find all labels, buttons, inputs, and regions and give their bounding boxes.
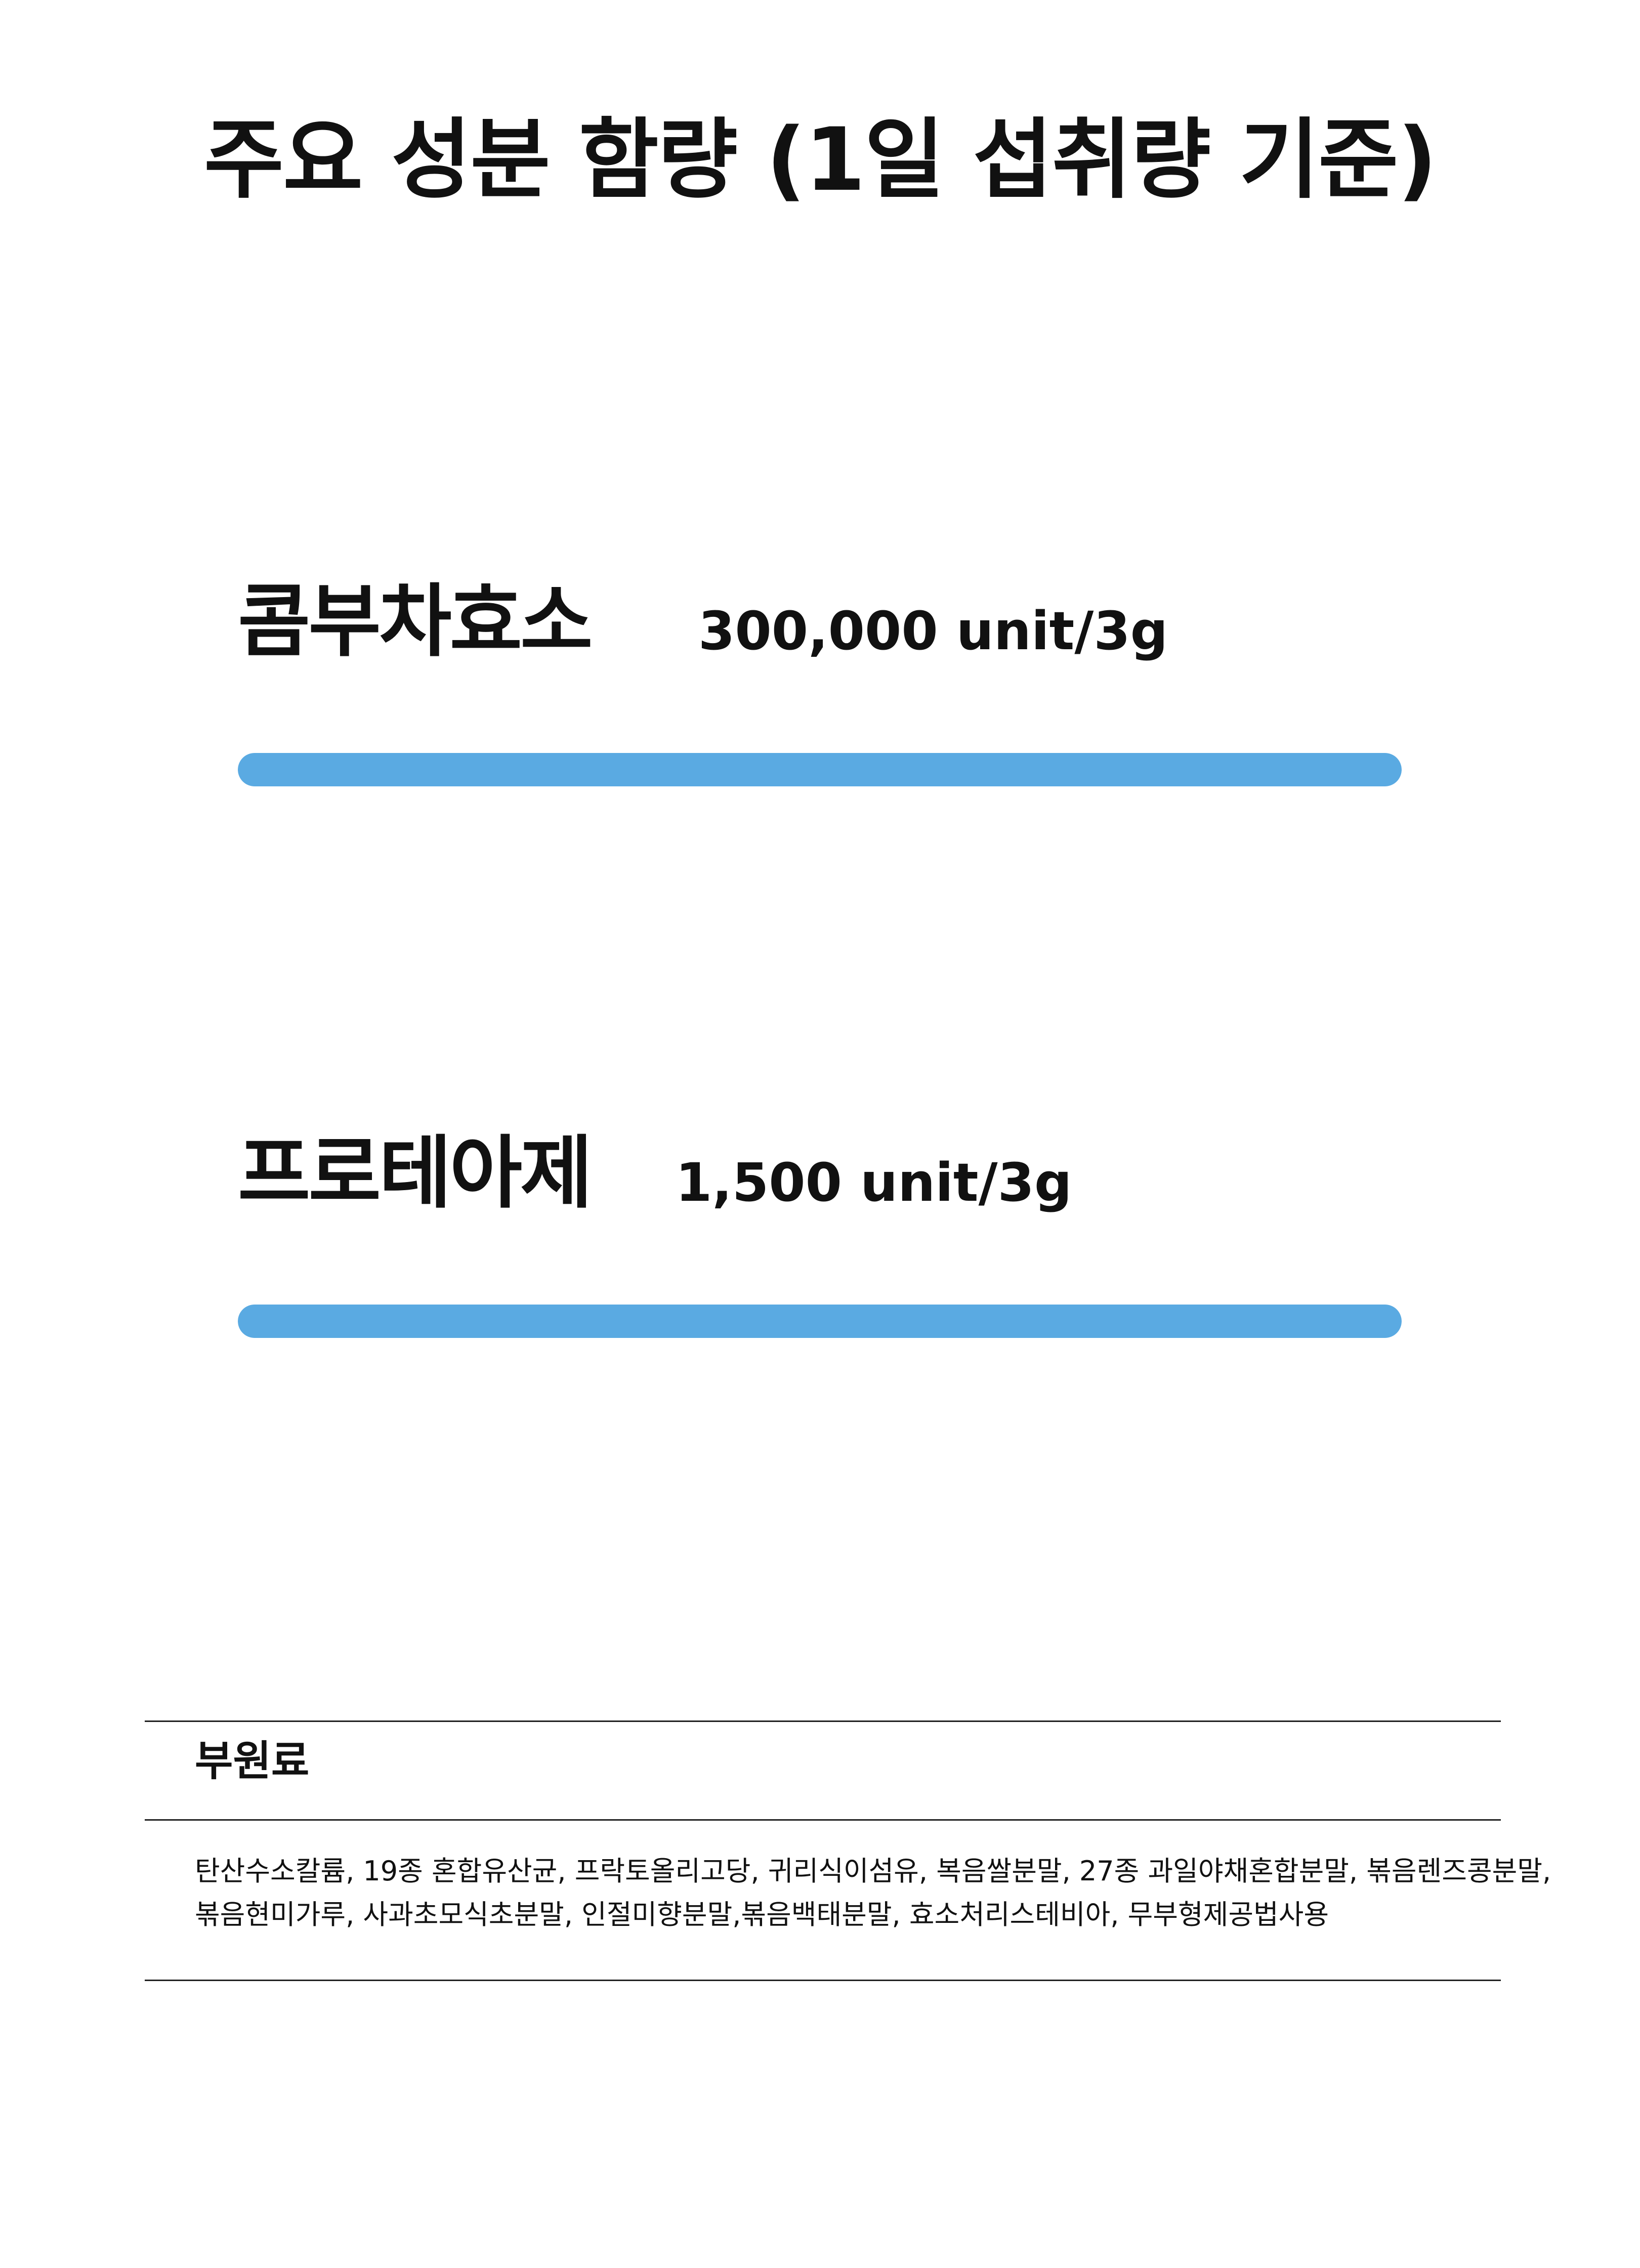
sub-ingredients-line: 볶음현미가루, 사과초모식초분말, 인절미향분말,볶음백태분말, 효소처리스테비… (195, 1899, 1329, 1930)
ingredient-amount: 300,000 unit/3g (698, 600, 1168, 662)
divider-top (145, 1720, 1501, 1722)
amount-bar-track (238, 1305, 1402, 1338)
sub-ingredients-line: 탄산수소칼륨, 19종 혼합유산균, 프락토올리고당, 귀리식이섬유, 복음쌀분… (195, 1855, 1551, 1887)
amount-bar-fill (238, 1305, 1402, 1338)
sub-ingredients-heading: 부원료 (195, 1737, 310, 1785)
divider-bottom (145, 1980, 1501, 1981)
ingredient-name: 콤부차효소 (238, 575, 593, 667)
ingredient-row-kombucha: 콤부차효소 300,000 unit/3g (238, 575, 1402, 786)
ingredient-name: 프로테아제 (238, 1127, 593, 1219)
sub-ingredients-list: 탄산수소칼륨, 19종 혼합유산균, 프락토올리고당, 귀리식이섬유, 복음쌀분… (195, 1850, 1551, 1937)
ingredient-row-protease: 프로테아제 1,500 unit/3g (238, 1127, 1402, 1338)
ingredient-amount: 1,500 unit/3g (676, 1152, 1072, 1213)
divider-middle (145, 1819, 1501, 1821)
amount-bar-track (238, 753, 1402, 786)
page-title: 주요 성분 함량 (1일 섭취량 기준) (203, 109, 1437, 211)
amount-bar-fill (238, 753, 1402, 786)
